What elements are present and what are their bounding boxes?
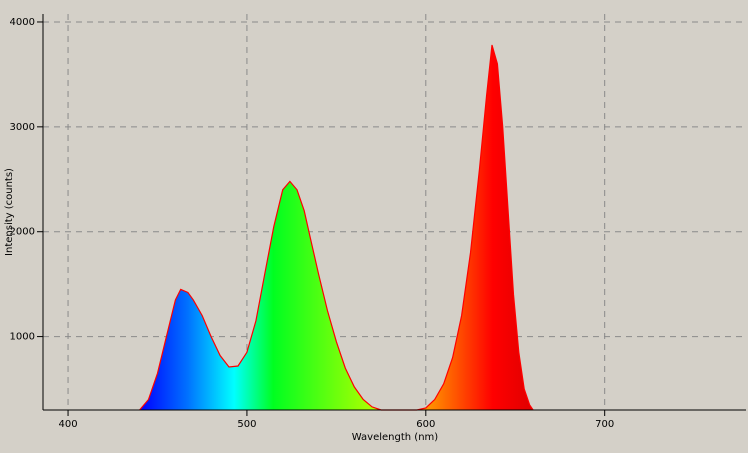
spectrum-line (139, 44, 534, 411)
x-tick-label: 400 (58, 419, 77, 430)
x-tick-label: 700 (595, 419, 614, 430)
y-tick-label: 2000 (10, 227, 35, 238)
x-tick-label: 600 (416, 419, 435, 430)
y-tick-label: 3000 (10, 122, 35, 133)
y-tick-label: 4000 (10, 17, 35, 28)
y-tick-label: 1000 (10, 332, 35, 343)
spectrum-area (139, 45, 534, 410)
x-tick-label: 500 (237, 419, 256, 430)
x-axis-label: Wavelength (nm) (352, 432, 438, 443)
y-axis-label: Intensity (counts) (4, 168, 15, 256)
